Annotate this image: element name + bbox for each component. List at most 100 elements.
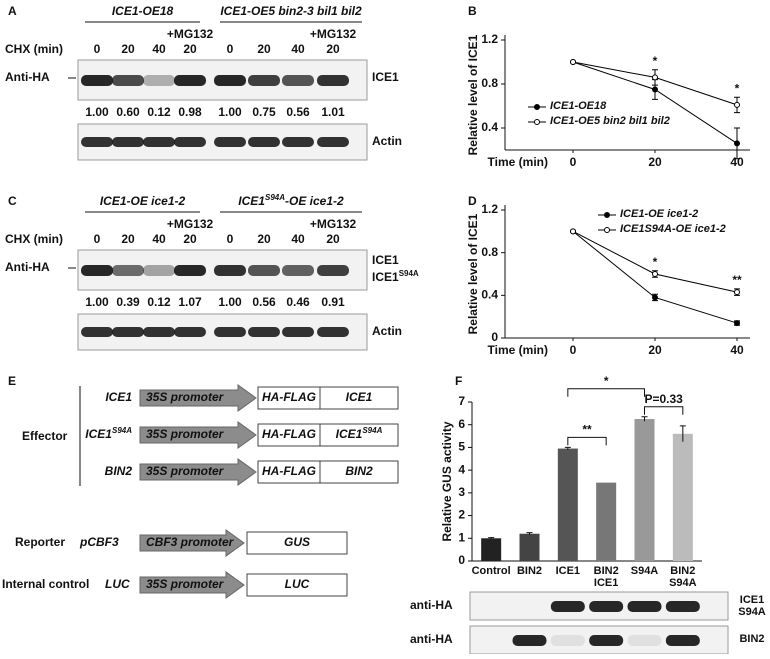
promoter-arrow (139, 529, 245, 557)
blot-band (112, 75, 144, 86)
lane-label: 20 (326, 232, 340, 246)
legend-marker (534, 104, 540, 110)
loading-label: Actin (372, 324, 402, 338)
loading-band (248, 327, 280, 337)
loading-band (282, 327, 314, 337)
row-label: CHX (min) (5, 232, 63, 246)
significance: ** (582, 423, 592, 437)
blot-band (112, 265, 144, 276)
legend-label-box: ICE1-OE ice1-2 (620, 208, 699, 220)
bar (519, 533, 540, 561)
legend-marker (604, 212, 610, 218)
y-tick-label: 1 (458, 530, 465, 544)
bar (596, 482, 617, 561)
construct-name: ICE1S94A (85, 426, 132, 442)
panel-label: B (468, 4, 477, 18)
promoter-label: 35S promoter (146, 464, 225, 478)
antibody-label: Anti-HA (5, 260, 50, 274)
gene-label: ICE1S94A (336, 426, 383, 442)
loading-band (214, 137, 246, 147)
loading-band (112, 137, 144, 147)
point (570, 228, 576, 235)
promoter-label: 35S promoter (146, 390, 225, 404)
blot-band (143, 75, 175, 86)
blot-band (214, 75, 246, 86)
x-tick-label: S94A (630, 565, 659, 577)
lane-label: 0 (94, 42, 101, 56)
superscript: S94A (399, 269, 419, 278)
legend-label: ICE1-OE ice1-2 (620, 208, 699, 220)
y-tick-label: 2 (458, 508, 465, 522)
x-tick-label: BIN2 (516, 565, 543, 577)
y-tick-label: 0.4 (481, 288, 498, 302)
blot-band (665, 601, 700, 612)
loading-band (143, 327, 175, 337)
x-tick-label: 40 (730, 343, 744, 357)
blot-band (512, 635, 547, 646)
significance: * (653, 54, 658, 68)
legend-label: ICE1S94A-OE ice1-2 (620, 223, 726, 235)
construct-name: BIN2 (105, 464, 133, 478)
point (734, 140, 740, 147)
y-tick-label: 0 (458, 553, 465, 567)
panel-label: A (8, 4, 17, 18)
text-part: ICE1 (238, 194, 265, 208)
loading-band (317, 327, 349, 337)
blot-band (550, 635, 585, 646)
x-tick-label: Control (471, 565, 511, 577)
quant-label: 1.07 (178, 295, 202, 309)
lane-label: 0 (227, 42, 234, 56)
quant-label: 0.60 (116, 105, 140, 119)
protein-label: ICE1 (372, 70, 399, 84)
error-bar (679, 425, 686, 442)
panel-label: E (8, 374, 16, 388)
y-tick-label: 7 (458, 394, 465, 408)
protein-label-box: BIN2 (739, 633, 765, 645)
text-part: ICE1 (336, 427, 363, 441)
bar (672, 433, 693, 561)
loading-band (282, 137, 314, 147)
blot-band (174, 265, 206, 276)
gene-box (319, 423, 399, 447)
protein-label: ICE1 S94A (738, 594, 766, 618)
gene-label: BIN2 (345, 464, 373, 478)
tag-label: HA-FLAG (262, 427, 316, 441)
loading-band (248, 137, 280, 147)
error-bar (564, 446, 571, 450)
quant-label: 0.39 (116, 295, 140, 309)
legend-label-box: ICE1S94A-OE ice1-2 (620, 223, 726, 235)
quant-label: 1.00 (85, 295, 109, 309)
blot-band (627, 635, 662, 646)
error-bar (526, 532, 533, 535)
loading-band (174, 137, 206, 147)
x-tick-label-box: S94A (630, 565, 659, 577)
gene-box (246, 573, 348, 597)
lane-label: 0 (94, 232, 101, 246)
x-tick-label: BIN2 ICE1 (593, 565, 619, 589)
y-axis-label: Relative level of ICE1 (466, 34, 480, 155)
construct-name: pCBF3 (79, 535, 119, 549)
blot-band (81, 75, 113, 86)
y-tick-label: 1.2 (481, 202, 498, 216)
quant-label: 0.46 (286, 295, 310, 309)
blot-band (248, 75, 280, 86)
x-axis-label: Time (min) (488, 155, 548, 169)
text-part: ICE1 (372, 270, 399, 284)
loading-band (143, 137, 175, 147)
lane-label: 20 (121, 232, 135, 246)
x-tick-label-box: BIN2 ICE1 (593, 565, 619, 589)
blot-band (214, 265, 246, 276)
legend-marker (604, 227, 610, 233)
promoter-label: 35S promoter (146, 577, 225, 591)
quant-label: 0.56 (286, 105, 310, 119)
loading-band (317, 137, 349, 147)
error-bar (488, 537, 495, 539)
y-tick-label: 6 (458, 417, 465, 431)
tag-label: HA-FLAG (262, 464, 316, 478)
gene-label: ICE1 (346, 390, 373, 404)
superscript: S94A (362, 426, 382, 435)
blot-band (282, 265, 314, 276)
x-tick-label: 0 (570, 155, 577, 169)
protein-label: BIN2 (739, 633, 765, 645)
row-label: Internal control (2, 577, 89, 591)
